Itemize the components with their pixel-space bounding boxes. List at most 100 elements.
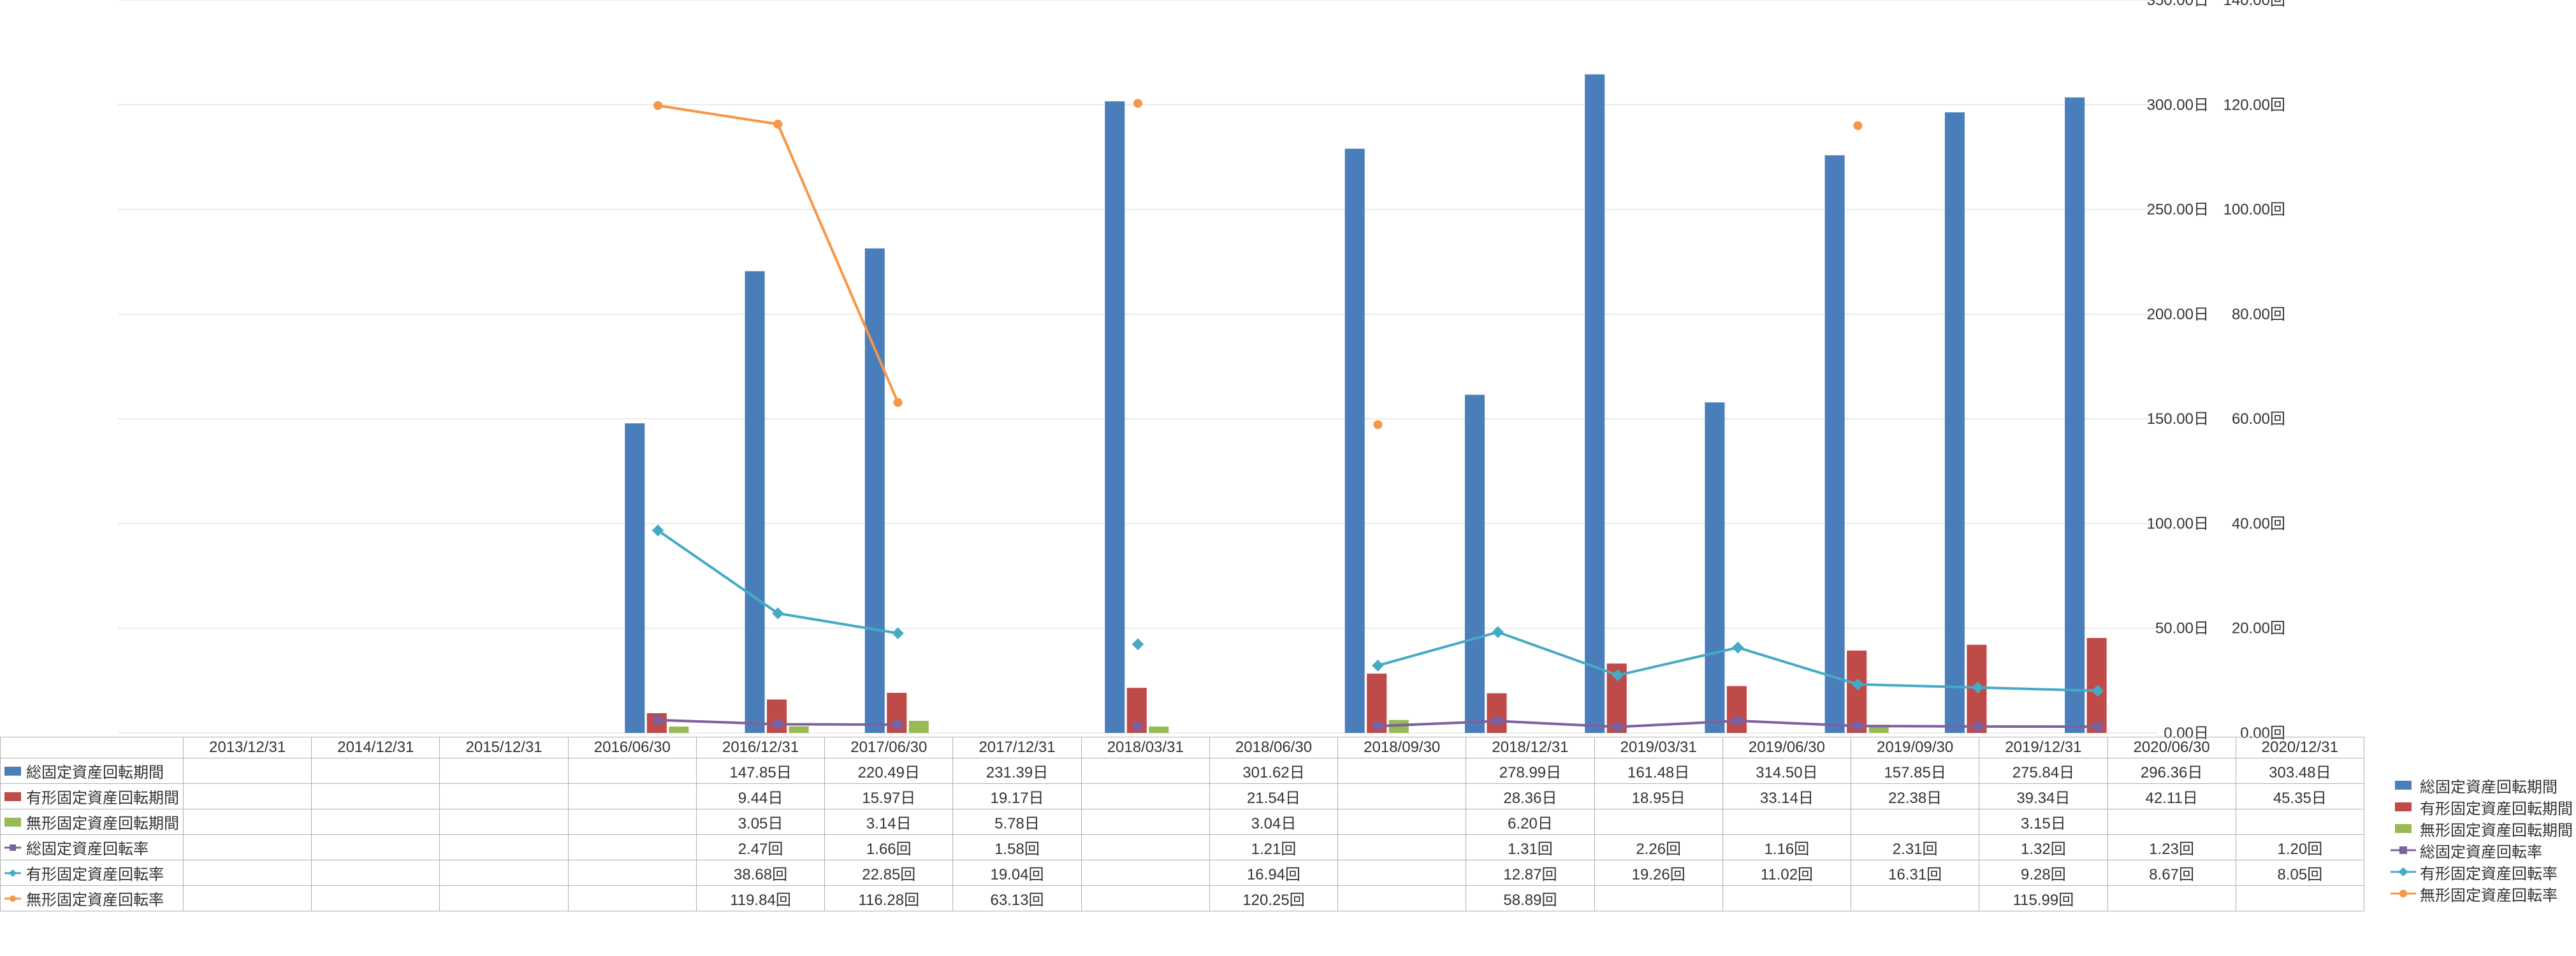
table-cell: 9.28回: [1979, 860, 2107, 886]
table-cell: 18.95日: [1594, 784, 1722, 809]
bar-s3: [789, 727, 809, 733]
svg-text:140.00回: 140.00回: [2223, 0, 2285, 9]
series-header-s4: 総固定資産回転率: [1, 835, 184, 860]
table-cell: [440, 758, 568, 784]
line-swatch: [2390, 888, 2416, 899]
table-cell: [1722, 809, 1851, 835]
line-swatch: [4, 894, 21, 903]
legend-label: 有形固定資産回転率: [2420, 861, 2558, 883]
table-corner: [1, 737, 184, 758]
svg-text:40.00回: 40.00回: [2232, 515, 2285, 532]
table-cell: 8.05回: [2236, 860, 2364, 886]
bar-s3: [1149, 727, 1168, 733]
category-header: 2017/12/31: [953, 737, 1081, 758]
line-swatch: [4, 843, 21, 852]
series-header-s5: 有形固定資産回転率: [1, 860, 184, 886]
table-cell: [184, 758, 312, 784]
table-cell: [1338, 809, 1466, 835]
legend-item-s1: 総固定資産回転期間: [2390, 774, 2573, 796]
table-cell: 19.26回: [1594, 860, 1722, 886]
table-cell: 9.44日: [696, 784, 824, 809]
table-cell: [184, 809, 312, 835]
table-cell: 21.54日: [1209, 784, 1337, 809]
legend-item-s5: 有形固定資産回転率: [2390, 861, 2573, 883]
table-cell: [440, 809, 568, 835]
table-cell: [1338, 758, 1466, 784]
svg-text:50.00日: 50.00日: [2155, 620, 2209, 637]
series-header-s3: 無形固定資産回転期間: [1, 809, 184, 835]
table-cell: [1338, 835, 1466, 860]
table-cell: 39.34日: [1979, 784, 2107, 809]
table-cell: 3.04日: [1209, 809, 1337, 835]
table-cell: 38.68回: [696, 860, 824, 886]
category-header: 2016/06/30: [568, 737, 696, 758]
bar-swatch: [4, 767, 21, 776]
table-cell: 116.28回: [825, 886, 953, 911]
table-cell: 2.31回: [1851, 835, 1979, 860]
legend: 総固定資産回転期間有形固定資産回転期間無形固定資産回転期間総固定資産回転率有形固…: [2390, 774, 2573, 904]
table-cell: [568, 860, 696, 886]
table-cell: [440, 886, 568, 911]
svg-text:100.00日: 100.00日: [2147, 515, 2209, 532]
table-cell: [1851, 809, 1979, 835]
category-header: 2018/03/31: [1081, 737, 1209, 758]
legend-label: 総固定資産回転率: [2420, 839, 2542, 862]
table-cell: 19.17日: [953, 784, 1081, 809]
bar-swatch: [2390, 823, 2416, 834]
series-label: 総固定資産回転期間: [26, 764, 164, 781]
series-label: 総固定資産回転率: [26, 841, 149, 858]
series-header-s6: 無形固定資産回転率: [1, 886, 184, 911]
table-cell: [312, 886, 440, 911]
table-cell: 42.11日: [2107, 784, 2236, 809]
table-cell: [312, 809, 440, 835]
svg-text:120.00回: 120.00回: [2223, 96, 2285, 113]
legend-label: 有形固定資産回転期間: [2420, 796, 2573, 818]
svg-text:250.00日: 250.00日: [2147, 201, 2209, 219]
table-cell: [1722, 886, 1851, 911]
table-cell: [1081, 835, 1209, 860]
bar-s3: [909, 721, 929, 733]
category-header: 2017/06/30: [825, 737, 953, 758]
svg-text:100.00回: 100.00回: [2223, 201, 2285, 219]
table-cell: [1594, 886, 1722, 911]
table-cell: [568, 784, 696, 809]
table-cell: 3.15日: [1979, 809, 2107, 835]
table-cell: 275.84日: [1979, 758, 2107, 784]
legend-label: 無形固定資産回転率: [2420, 883, 2558, 905]
table-cell: [184, 784, 312, 809]
bar-s1: [1465, 395, 1485, 733]
bar-s2: [1847, 651, 1867, 733]
table-cell: [1081, 758, 1209, 784]
legend-label: 無形固定資産回転期間: [2420, 818, 2573, 840]
table-cell: [568, 809, 696, 835]
table-cell: [1081, 809, 1209, 835]
table-cell: 2.26回: [1594, 835, 1722, 860]
table-cell: 45.35日: [2236, 784, 2364, 809]
line-swatch: [2390, 844, 2416, 856]
table-cell: 3.14日: [825, 809, 953, 835]
table-cell: [184, 860, 312, 886]
bar-swatch: [4, 792, 21, 801]
category-header: 2014/12/31: [312, 737, 440, 758]
table-cell: [568, 886, 696, 911]
table-cell: 11.02回: [1722, 860, 1851, 886]
table-cell: 147.85日: [696, 758, 824, 784]
table-cell: [568, 758, 696, 784]
table-cell: 1.21回: [1209, 835, 1337, 860]
table-cell: 1.31回: [1466, 835, 1594, 860]
legend-item-s6: 無形固定資産回転率: [2390, 883, 2573, 904]
bar-s1: [625, 423, 644, 733]
bar-s1: [2065, 98, 2085, 733]
category-header: 2016/12/31: [696, 737, 824, 758]
svg-text:200.00日: 200.00日: [2147, 306, 2209, 323]
bar-s2: [1727, 686, 1747, 733]
table-cell: 120.25回: [1209, 886, 1337, 911]
bar-s1: [1105, 101, 1124, 733]
category-header: 2013/12/31: [184, 737, 312, 758]
bar-s1: [1825, 156, 1845, 733]
table-cell: 314.50日: [1722, 758, 1851, 784]
table-cell: [184, 835, 312, 860]
series-label: 無形固定資産回転期間: [26, 815, 179, 832]
svg-text:150.00日: 150.00日: [2147, 410, 2209, 428]
series-header-s1: 総固定資産回転期間: [1, 758, 184, 784]
